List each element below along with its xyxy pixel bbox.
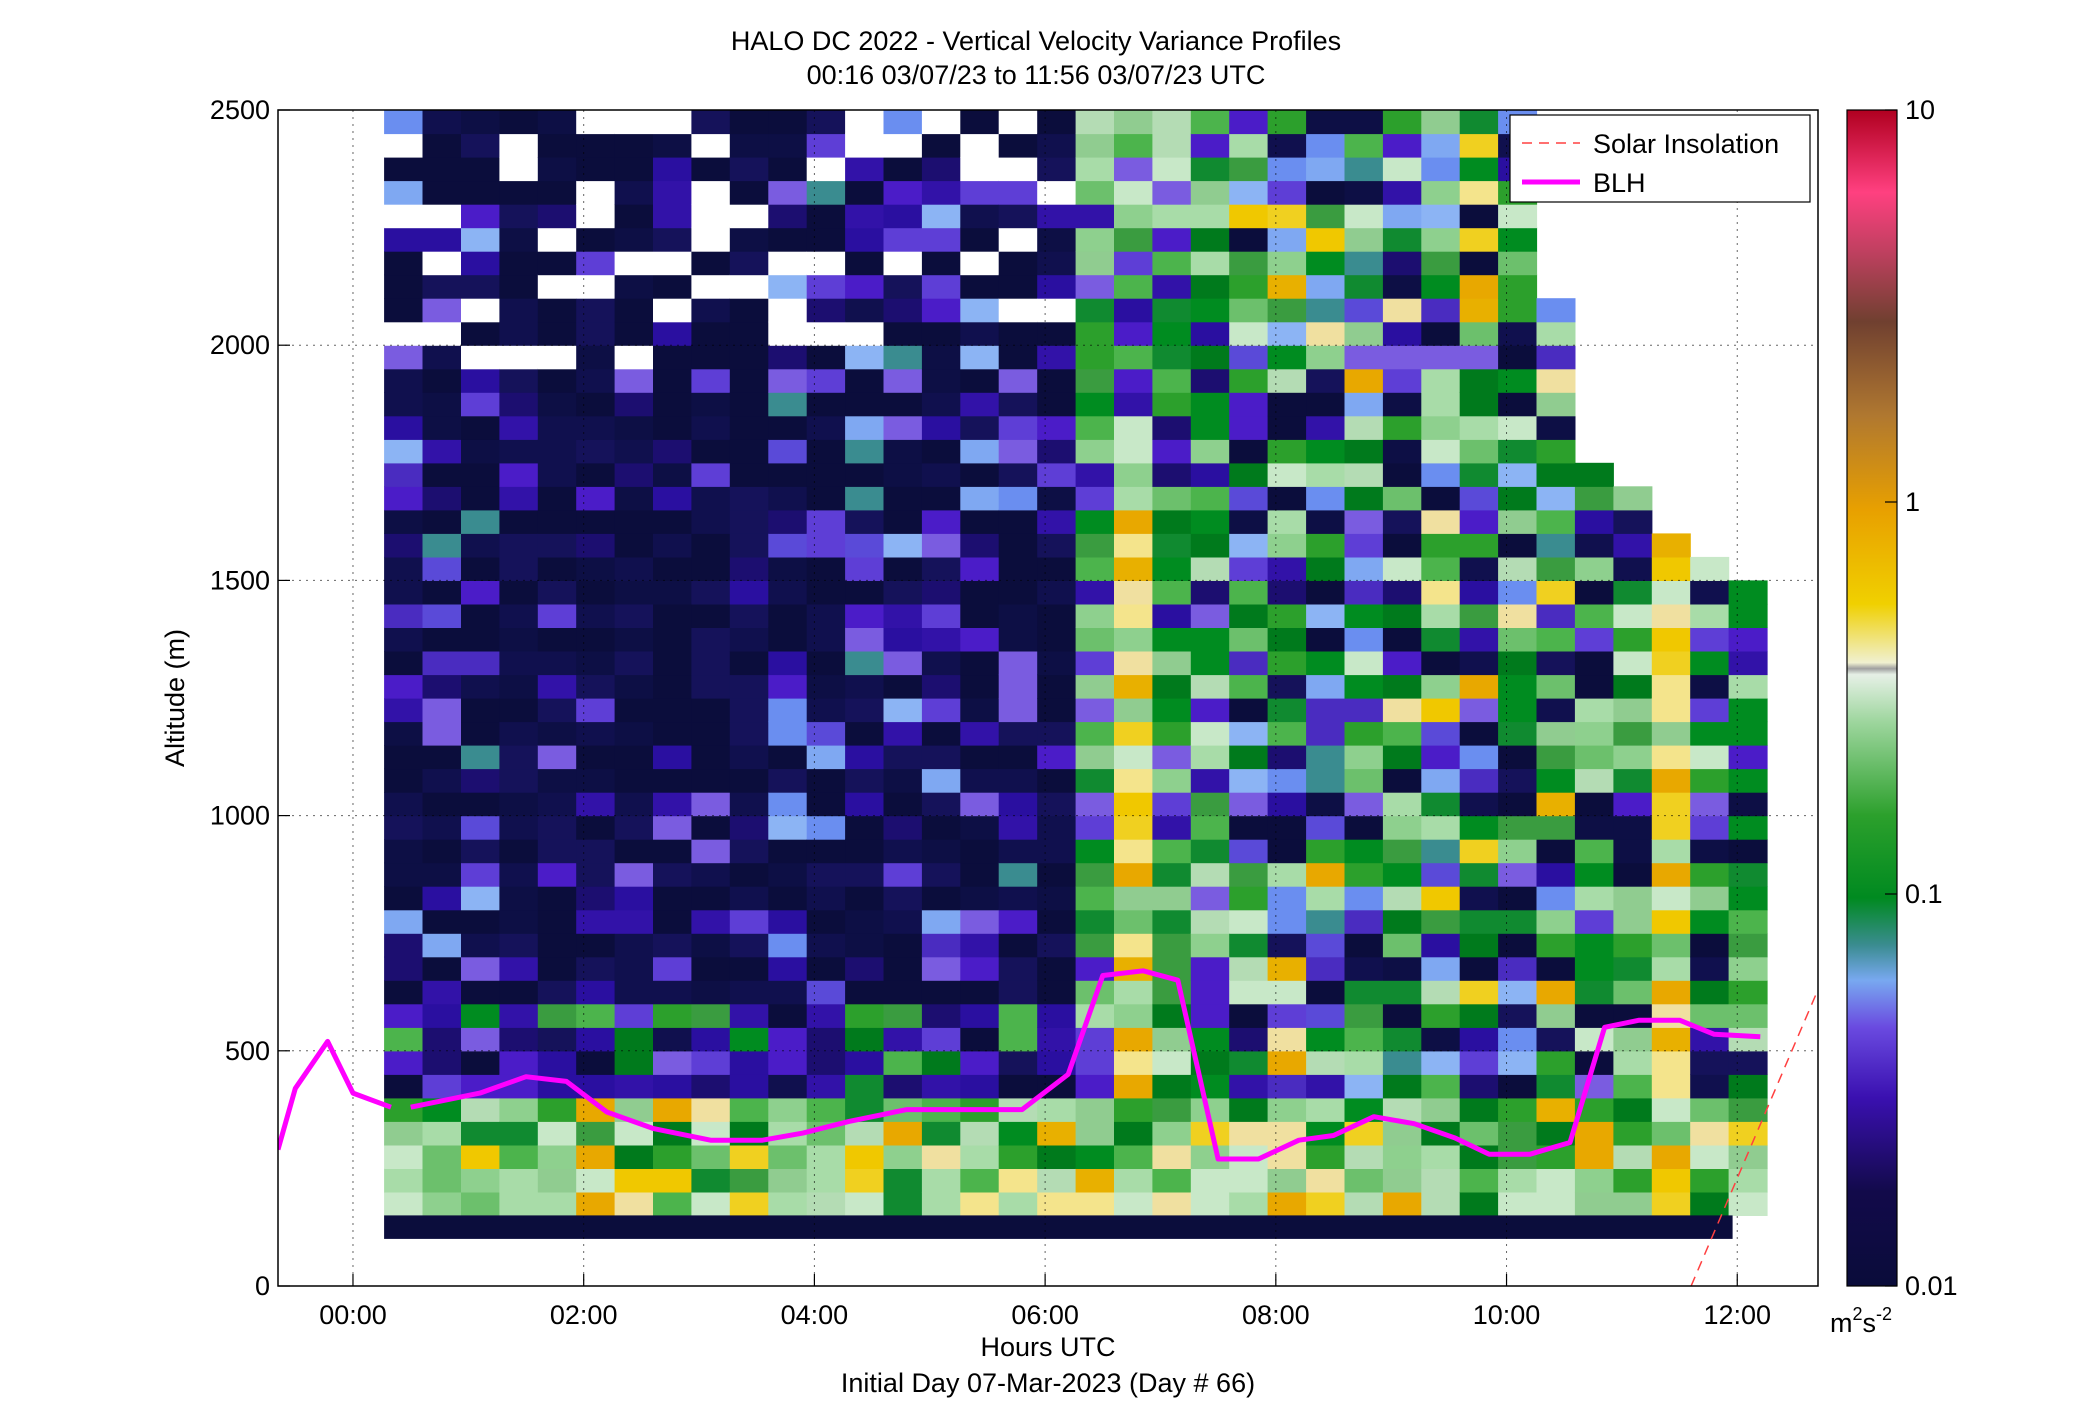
colorbar-tick-label: 0.01 [1905,1271,1958,1301]
y-tick-label: 1500 [210,565,270,595]
y-tick-label: 1000 [210,801,270,831]
x-axis-ticks: 00:00 02:00 04:00 06:00 08:00 10:00 12:00 [319,1274,1771,1330]
y-axis-label: Altitude (m) [160,629,190,767]
x-tick-label: 10:00 [1473,1300,1541,1330]
surface-strip [384,1215,1733,1239]
plot-area-frame [277,109,1819,1287]
legend: Solar Insolation BLH [1509,114,1811,203]
colorbar-unit: m2s-2 [1830,1304,1892,1338]
y-tick-label: 2500 [210,95,270,125]
chart-title: HALO DC 2022 - Vertical Velocity Varianc… [731,26,1341,56]
y-tick-label: 2000 [210,330,270,360]
x-tick-label: 00:00 [319,1300,387,1330]
x-tick-label: 08:00 [1242,1300,1310,1330]
x-axis-label: Hours UTC [980,1332,1115,1362]
colorbar: 0.01 0.1 1 10 m2s-2 [1830,95,1958,1338]
blh-line [278,1038,392,1151]
x-tick-label: 12:00 [1703,1300,1771,1330]
blh-line [410,968,1761,1162]
colorbar-tick-label: 10 [1905,95,1935,125]
legend-label-blh: BLH [1593,168,1646,198]
heatmap-cells [384,110,1768,1239]
colorbar-tick-label: 1 [1905,487,1920,517]
y-axis-ticks: 0 500 1000 1500 2000 2500 [210,95,290,1301]
colorbar-tick-label: 0.1 [1905,879,1943,909]
x-tick-label: 02:00 [550,1300,618,1330]
y-tick-label: 0 [255,1271,270,1301]
plot-lines [278,968,1818,1286]
solar-insolation-line [1690,989,1818,1286]
x-axis-label-day: Initial Day 07-Mar-2023 (Day # 66) [841,1368,1255,1398]
x-tick-label: 04:00 [781,1300,849,1330]
legend-label-solar: Solar Insolation [1593,129,1779,159]
x-tick-label: 06:00 [1011,1300,1079,1330]
chart-subtitle: 00:16 03/07/23 to 11:56 03/07/23 UTC [807,60,1266,90]
y-tick-label: 500 [225,1036,270,1066]
